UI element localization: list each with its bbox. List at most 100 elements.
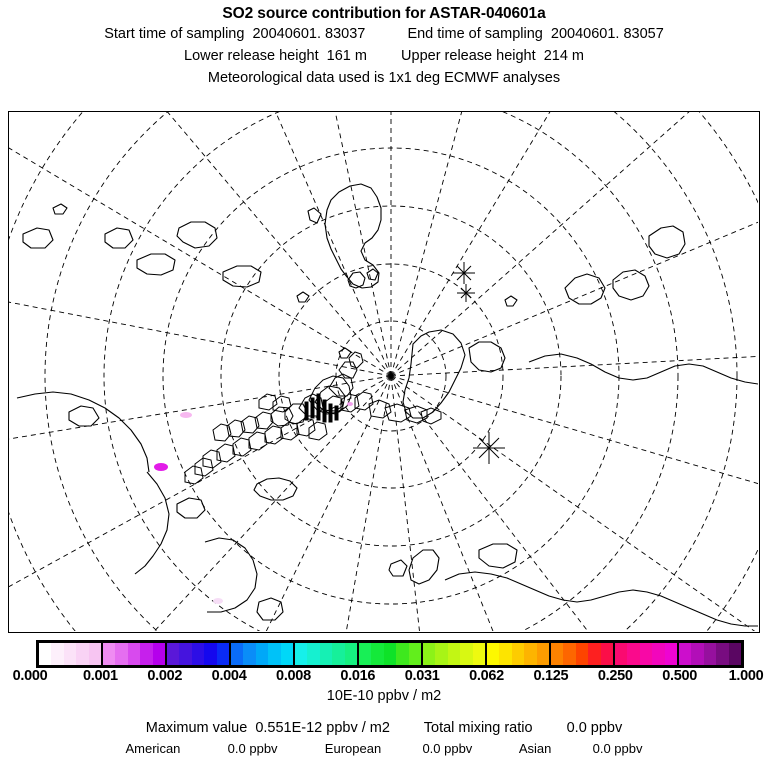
map-panel — [8, 111, 760, 633]
colorbar-step — [536, 643, 550, 665]
data-patch — [213, 598, 223, 604]
european-label: European — [324, 741, 382, 756]
sampling-time-row: Start time of sampling 20040601. 83037 E… — [0, 23, 768, 45]
colorbar-step — [295, 643, 308, 665]
upper-release-height-value: 214 m — [543, 48, 584, 64]
colorbar-tick-label: 0.250 — [597, 668, 633, 684]
colorbar-step — [39, 643, 52, 665]
concentration-contours — [184, 262, 505, 485]
colorbar-step — [600, 643, 614, 665]
colorbar-segment — [103, 643, 167, 665]
colorbar-tick-label: 0.008 — [276, 668, 311, 684]
page-title: SO2 source contribution for ASTAR-040601… — [222, 5, 546, 22]
asian-label: Asian — [518, 741, 552, 756]
polar-stereographic-map — [9, 112, 758, 631]
colorbar-step — [499, 643, 512, 665]
map-background — [9, 112, 758, 631]
header-block: SO2 source contribution for ASTAR-040601… — [0, 0, 768, 89]
colorbar-step — [359, 643, 372, 665]
american-value: 0.0 ppbv — [227, 741, 278, 756]
colorbar — [36, 640, 744, 668]
colorbar-step — [691, 643, 704, 665]
american-label: American — [125, 741, 181, 756]
colorbar-step — [652, 643, 665, 665]
colorbar-tick-label: 0.016 — [340, 668, 376, 684]
colorbar-step — [332, 643, 345, 665]
colorbar-segment — [359, 643, 423, 665]
colorbar-step — [255, 643, 269, 665]
colorbar-step — [615, 643, 628, 665]
colorbar-step — [664, 643, 678, 665]
colorbar-tick-label: 0.500 — [662, 668, 698, 684]
colorbar-tick-label: 0.062 — [469, 668, 504, 684]
colorbar-step — [115, 643, 128, 665]
colorbar-step — [204, 643, 217, 665]
asian-value: 0.0 ppbv — [592, 741, 643, 756]
data-patch — [347, 402, 353, 406]
colorbar-step — [679, 643, 692, 665]
colorbar-step — [88, 643, 102, 665]
colorbar-step — [447, 643, 461, 665]
colorbar-segment — [39, 643, 103, 665]
colorbar-step — [191, 643, 205, 665]
lower-release-height-label: Lower release height — [184, 48, 319, 64]
colorbar-step — [472, 643, 486, 665]
colorbar-step — [51, 643, 64, 665]
colorbar-segment — [231, 643, 295, 665]
colorbar-step — [588, 643, 601, 665]
colorbar-step — [152, 643, 166, 665]
footer-regions-row: American 0.0 ppbv European 0.0 ppbv Asia… — [0, 739, 768, 758]
colorbar-segment — [679, 643, 742, 665]
colorbar-step — [103, 643, 116, 665]
colorbar-step — [280, 643, 294, 665]
footer-block: Maximum value 0.551E-12 ppbv / m2 Total … — [0, 718, 768, 758]
colorbar-segment — [423, 643, 487, 665]
colorbar-step — [371, 643, 384, 665]
data-patch — [180, 412, 192, 418]
colorbar-step — [435, 643, 448, 665]
colorbar-step — [511, 643, 525, 665]
meteorology-row: Meteorological data used is 1x1 deg ECMW… — [207, 70, 561, 86]
colorbar-step — [639, 643, 653, 665]
colorbar-step — [216, 643, 230, 665]
colorbar-step — [319, 643, 333, 665]
upper-release-height-label: Upper release height — [401, 48, 536, 64]
colorbar-step — [563, 643, 576, 665]
colorbar-segment — [615, 643, 679, 665]
colorbar-step — [460, 643, 473, 665]
colorbar-unit-label: 10E-10 ppbv / m2 — [326, 688, 442, 704]
colorbar-step — [396, 643, 409, 665]
colorbar-step — [167, 643, 180, 665]
colorbar-step — [716, 643, 729, 665]
release-height-row: Lower release height 161 m Upper release… — [0, 45, 768, 67]
colorbar-step — [231, 643, 244, 665]
total-mixing-ratio-value: 0.0 ppbv — [566, 720, 623, 736]
colorbar-step — [408, 643, 422, 665]
colorbar-tick-label: 0.002 — [147, 668, 183, 684]
end-time-value: 20040601. 83057 — [550, 26, 664, 42]
colorbar-step — [140, 643, 153, 665]
end-time-label: End time of sampling — [407, 26, 543, 42]
footer-summary-row: Maximum value 0.551E-12 ppbv / m2 Total … — [0, 718, 768, 739]
start-time-label: Start time of sampling — [104, 26, 245, 42]
colorbar-step — [487, 643, 500, 665]
colorbar-step — [524, 643, 537, 665]
colorbar-tick-label: 0.125 — [533, 668, 569, 684]
colorbar-tick-label: 0.000 — [12, 668, 48, 684]
colorbar-step — [243, 643, 256, 665]
colorbar-step — [551, 643, 564, 665]
maximum-value-label: Maximum value — [145, 720, 248, 736]
coastlines — [16, 183, 758, 627]
colorbar-step — [627, 643, 640, 665]
colorbar-tick-label: 0.031 — [404, 668, 440, 684]
colorbar-segment — [487, 643, 551, 665]
colorbar-step — [703, 643, 717, 665]
european-value: 0.0 ppbv — [422, 741, 473, 756]
colorbar-tick-label: 0.001 — [82, 668, 118, 684]
colorbar-step — [76, 643, 89, 665]
colorbar-segment — [295, 643, 359, 665]
colorbar-step — [127, 643, 141, 665]
colorbar-segment — [167, 643, 231, 665]
colorbar-step — [383, 643, 397, 665]
colorbar-tick-label: 0.004 — [211, 668, 247, 684]
